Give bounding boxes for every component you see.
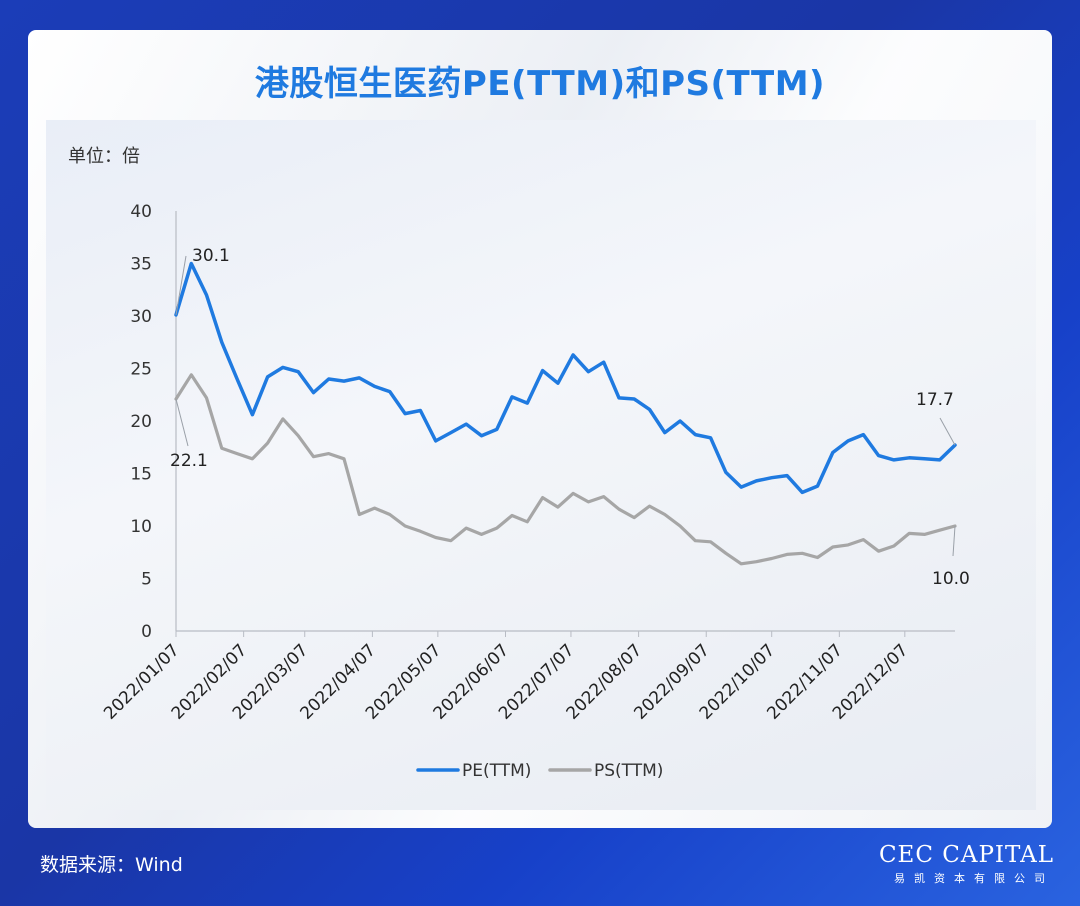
- annotation-leader-line: [175, 255, 187, 316]
- brand-subtitle: 易凯资本有限公司: [894, 872, 1054, 885]
- annotation-leader-line: [175, 398, 189, 447]
- y-tick-label: 20: [130, 412, 152, 432]
- y-tick-label: 30: [130, 307, 152, 327]
- y-tick-label: 25: [130, 360, 152, 380]
- unit-label: 单位：倍: [68, 146, 140, 167]
- data-label: 30.1: [192, 246, 230, 266]
- data-label: 17.7: [916, 390, 954, 410]
- legend-label: PS(TTM): [594, 761, 663, 781]
- chart-card: 港股恒生医药PE(TTM)和PS(TTM) 单位：倍: [28, 30, 1052, 828]
- chart-title: 港股恒生医药PE(TTM)和PS(TTM): [254, 64, 826, 104]
- y-tick-label: 35: [130, 255, 152, 275]
- annotation-leader-line: [952, 525, 956, 557]
- y-tick-label: 0: [141, 622, 152, 642]
- brand-name: CEC CAPITAL: [878, 842, 1054, 868]
- y-tick-label: 40: [130, 202, 152, 222]
- y-tick-label: 10: [130, 517, 152, 537]
- legend-label: PE(TTM): [462, 761, 531, 781]
- brand-logo: CEC CAPITAL 易凯资本有限公司: [879, 842, 1054, 886]
- data-source: 数据来源：Wind: [40, 854, 183, 876]
- y-tick-label: 15: [130, 465, 152, 485]
- data-label: 10.0: [932, 569, 970, 589]
- y-tick-label: 5: [141, 570, 152, 590]
- data-label: 22.1: [170, 451, 208, 471]
- annotation-leader-line: [939, 417, 956, 446]
- pe-series-line: [174, 261, 957, 495]
- ps-series-line: [174, 373, 957, 566]
- plot-panel: [46, 120, 1036, 810]
